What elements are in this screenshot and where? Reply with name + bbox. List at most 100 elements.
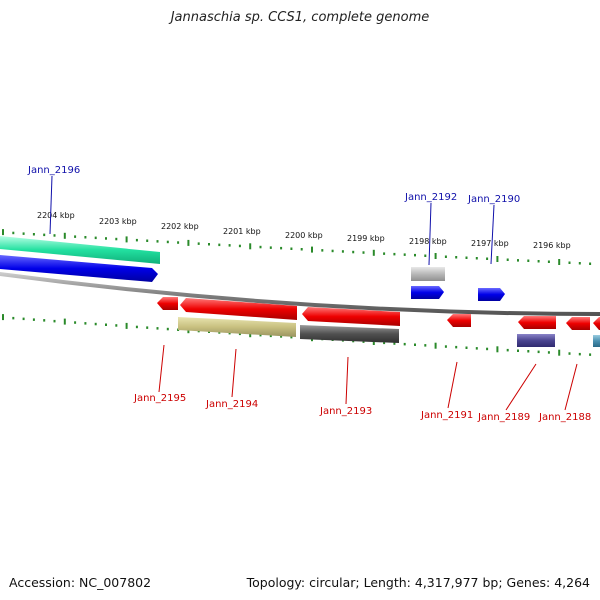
ruler-tick [393, 252, 396, 256]
gene-jann-2191[interactable] [447, 314, 471, 327]
ruler-tick [115, 237, 118, 241]
gene-label[interactable]: Jann_2195 [133, 393, 186, 404]
ruler-tick [537, 260, 540, 263]
gene-label[interactable]: Jann_2191 [420, 410, 473, 421]
ruler-tick [362, 340, 365, 343]
ruler-tick-major [496, 256, 499, 262]
ruler-tick [238, 244, 241, 248]
gene-label[interactable]: Jann_2190 [467, 194, 520, 205]
gene-jann-2192b[interactable] [411, 286, 444, 299]
upper-ruler [2, 229, 592, 265]
gene-jann-2189-red[interactable] [518, 316, 556, 329]
ruler-tick-major [434, 342, 437, 349]
ruler-tick-major [434, 253, 437, 259]
ruler-tick [146, 326, 149, 329]
gene-jann-2188[interactable] [566, 317, 590, 330]
ruler-tick [84, 236, 87, 239]
gene-jann-2194-red[interactable] [180, 298, 297, 320]
leader-line [231, 348, 237, 398]
ruler-tick [22, 317, 25, 321]
ruler-tick [475, 347, 478, 350]
ruler-label: 2199 kbp [347, 234, 385, 243]
ruler-tick [22, 232, 25, 235]
gene-jann-2195[interactable] [157, 297, 178, 310]
ruler-tick [444, 345, 447, 348]
ruler-tick [269, 334, 272, 338]
ruler-tick [259, 333, 262, 337]
gene-jann-2196[interactable] [0, 236, 160, 264]
ruler-tick [43, 319, 46, 322]
ruler-tick [331, 249, 334, 253]
ruler-tick [74, 235, 77, 238]
genome-backbone [0, 272, 600, 316]
page-title: Jannaschia sp. CCS1, complete genome [170, 10, 430, 25]
gene-jann-2193[interactable] [300, 325, 399, 343]
gene-jann-2189[interactable] [517, 334, 555, 347]
ruler-label: 2200 kbp [285, 231, 323, 240]
ruler-tick [527, 259, 530, 262]
ruler-tick [455, 256, 458, 259]
ruler-tick [94, 322, 97, 326]
leader-line [564, 363, 578, 411]
gene-jann-2190[interactable] [478, 288, 505, 301]
genome-summary-text: Topology: circular; Length: 4,317,977 bp… [246, 575, 590, 590]
ruler-tick [146, 239, 149, 242]
gene-jann-2192[interactable] [411, 267, 445, 281]
ruler-tick [53, 234, 56, 237]
accession-text: Accession: NC_007802 [9, 575, 152, 590]
gene-label[interactable]: Jann_2194 [205, 399, 258, 410]
gene-label[interactable]: Jann_2193 [319, 406, 372, 417]
ruler-tick [547, 260, 550, 263]
ruler-tick [383, 252, 386, 255]
leader-line [490, 204, 495, 265]
ruler-tick [43, 233, 46, 237]
ruler-tick [578, 352, 581, 356]
ruler-tick [414, 343, 416, 346]
gene-jann-2194[interactable] [178, 317, 296, 337]
ruler-tick [589, 262, 592, 265]
ruler-tick [94, 236, 97, 240]
ruler-tick [444, 255, 447, 258]
gene-jann-2197[interactable] [0, 255, 158, 282]
ruler-label: 2202 kbp [161, 222, 199, 231]
ruler-label: 2196 kbp [533, 241, 571, 250]
gene-jann-2187b[interactable] [593, 335, 600, 347]
gene-label[interactable]: Jann_2188 [538, 412, 591, 423]
ruler-tick [12, 316, 15, 320]
ruler-tick-major [63, 318, 66, 325]
ruler-tick-major [2, 229, 4, 236]
gene-label[interactable]: Jann_2196 [27, 165, 80, 176]
ruler-tick [208, 243, 210, 246]
ruler-tick [135, 325, 138, 329]
ruler-tick [383, 341, 386, 345]
ruler-tick [424, 254, 427, 257]
ruler-tick-major [125, 322, 128, 329]
ruler-tick [269, 246, 272, 249]
ruler-tick [589, 353, 592, 356]
ruler-tick-major [249, 243, 252, 250]
ruler-tick-major [2, 314, 4, 321]
ruler-tick [74, 321, 77, 324]
ruler-tick [280, 246, 283, 250]
ruler-tick [12, 231, 15, 235]
ruler-tick [414, 253, 416, 257]
ruler-tick [465, 346, 468, 349]
ruler-label: 2197 kbp [471, 239, 509, 248]
gene-label[interactable]: Jann_2192 [404, 192, 457, 203]
ruler-tick-major [311, 246, 313, 253]
gene-jann-2193-red[interactable] [302, 307, 400, 326]
ruler-tick [393, 342, 396, 345]
gene-jann-2187[interactable] [593, 317, 600, 330]
ruler-tick [424, 344, 427, 347]
ruler-tick [218, 331, 221, 334]
ruler-tick [218, 243, 221, 247]
ruler-tick [166, 327, 169, 331]
leader-line [505, 363, 537, 411]
ruler-tick-major [372, 249, 375, 256]
ruler-tick [53, 319, 56, 323]
ruler-tick [105, 323, 107, 326]
gene-label[interactable]: Jann_2189 [477, 412, 530, 423]
ruler-tick [84, 322, 87, 325]
ruler-tick [506, 258, 509, 261]
